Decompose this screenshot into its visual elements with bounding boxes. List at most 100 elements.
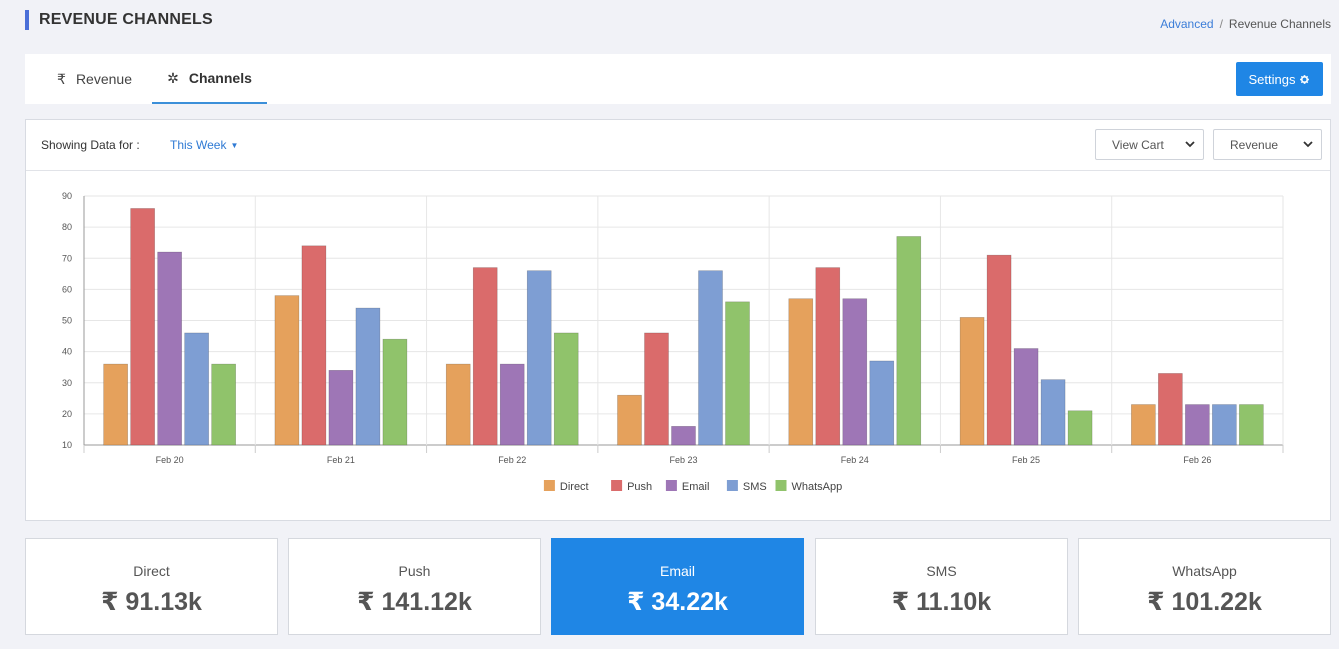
stat-value: ₹ 11.10k <box>891 588 992 616</box>
legend-label: Direct <box>560 481 589 493</box>
bar-direct <box>617 394 642 446</box>
legend-swatch <box>665 480 677 491</box>
bar-sms <box>526 270 552 446</box>
bar-direct <box>788 298 814 446</box>
page-header: REVENUE CHANNELS Advanced / Revenue Channe… <box>25 10 1331 31</box>
breadcrumb: Advanced / Revenue Channels <box>1160 17 1331 31</box>
chevron-down-icon <box>1185 141 1195 148</box>
bar-push <box>301 245 327 446</box>
period-value: This Week <box>170 138 227 152</box>
y-tick-label: 10 <box>62 440 72 450</box>
bar-push <box>644 332 669 446</box>
bar-sms <box>869 360 895 446</box>
stat-label: WhatsApp <box>1172 563 1237 579</box>
bar-direct <box>274 295 300 446</box>
metric-value: Revenue <box>1230 137 1279 152</box>
view-cart-value: View Cart <box>1112 137 1164 152</box>
settings-button[interactable]: Settings <box>1236 62 1323 96</box>
x-tick-label: Feb 26 <box>1183 455 1211 465</box>
bar-email <box>157 251 182 446</box>
x-tick-label: Feb 20 <box>156 455 184 465</box>
bar-sms <box>355 307 381 446</box>
bar-push <box>986 254 1012 446</box>
stat-card-email[interactable]: Email ₹ 34.22k <box>551 538 804 635</box>
stat-value: ₹ 91.13k <box>101 588 202 616</box>
stat-card-sms[interactable]: SMS ₹ 11.10k <box>815 538 1068 635</box>
rupee-icon: ₹ <box>57 70 66 87</box>
chevron-down-icon <box>1303 141 1313 148</box>
stat-label: Email <box>659 563 695 579</box>
bar-whatsapp <box>211 363 236 446</box>
bar-push <box>815 267 841 446</box>
bar-push <box>130 208 155 446</box>
tab-channels[interactable]: ✲ Channels <box>152 54 267 104</box>
stat-value: ₹ 34.22k <box>627 588 728 616</box>
stat-card-direct[interactable]: Direct ₹ 91.13k <box>25 538 278 635</box>
tab-bar: ₹ Revenue ✲ Channels Settings <box>25 54 1331 104</box>
y-tick-label: 60 <box>62 284 72 294</box>
bar-direct <box>103 363 128 446</box>
stat-card-push[interactable]: Push ₹ 141.12k <box>288 538 541 635</box>
gear-icon <box>1300 74 1310 84</box>
showing-data-label: Showing Data for : <box>41 138 140 152</box>
bar-email <box>1185 404 1210 446</box>
bar-sms <box>184 332 209 446</box>
bar-email <box>1013 348 1039 446</box>
bar-whatsapp <box>1239 404 1264 446</box>
legend-label: Push <box>627 481 652 493</box>
bar-whatsapp <box>725 301 750 446</box>
bar-direct <box>959 317 985 446</box>
bar-email <box>842 298 868 446</box>
tab-revenue[interactable]: ₹ Revenue <box>37 54 152 104</box>
bar-whatsapp <box>1067 410 1093 446</box>
period-dropdown[interactable]: This Week ▼ <box>170 138 238 152</box>
y-tick-label: 80 <box>62 222 72 232</box>
x-tick-label: Feb 23 <box>669 455 697 465</box>
y-tick-label: 70 <box>62 253 72 263</box>
stat-label: Push <box>398 563 431 579</box>
caret-down-icon: ▼ <box>230 141 239 151</box>
stat-card-whatsapp[interactable]: WhatsApp ₹ 101.22k <box>1078 538 1331 635</box>
legend-swatch <box>543 480 555 491</box>
y-tick-label: 90 <box>62 191 72 201</box>
breadcrumb-current: Revenue Channels <box>1228 17 1331 31</box>
page-title: REVENUE CHANNELS <box>25 10 213 30</box>
revenue-channels-chart: 10 20 30 40 50 60 70 80 90 Feb 20 Feb 21 Feb 22 Feb … <box>62 191 1284 493</box>
breadcrumb-separator: / <box>1219 17 1223 31</box>
legend-swatch <box>775 480 787 491</box>
x-tick-label: Feb 22 <box>498 455 526 465</box>
bar-push <box>1158 373 1183 446</box>
legend-label: WhatsApp <box>792 481 843 493</box>
x-tick-label: Feb 24 <box>841 455 869 465</box>
bar-email <box>328 370 354 446</box>
y-tick-label: 50 <box>62 316 72 326</box>
bar-whatsapp <box>896 236 922 446</box>
stat-label: Direct <box>133 563 170 579</box>
bar-email <box>671 426 696 446</box>
y-tick-label: 30 <box>62 378 72 388</box>
x-tick-label: Feb 25 <box>1012 455 1040 465</box>
bar-email <box>499 363 525 446</box>
stat-label: SMS <box>926 563 957 579</box>
metric-select[interactable]: Revenue <box>1213 129 1322 160</box>
bar-whatsapp <box>382 338 408 446</box>
legend-swatch <box>726 480 738 491</box>
bar-push <box>472 267 498 446</box>
bar-sms <box>1040 379 1066 446</box>
bar-sms <box>698 270 723 446</box>
y-tick-label: 40 <box>62 347 72 357</box>
stat-value: ₹ 101.22k <box>1147 588 1262 616</box>
chart-panel-header: Showing Data for : This Week ▼ View Cart … <box>26 120 1330 171</box>
chart-panel: Showing Data for : This Week ▼ View Cart … <box>25 119 1331 521</box>
bar-direct <box>1131 404 1156 446</box>
tab-revenue-label: Revenue <box>75 71 132 87</box>
legend-swatch <box>611 480 623 491</box>
bar-whatsapp <box>553 332 579 446</box>
breadcrumb-link-advanced[interactable]: Advanced <box>1160 17 1214 31</box>
bar-direct <box>445 363 471 446</box>
view-cart-select[interactable]: View Cart <box>1095 129 1204 160</box>
spinner-icon: ✲ <box>167 69 179 86</box>
tab-channels-label: Channels <box>188 70 252 86</box>
stat-value: ₹ 141.12k <box>357 588 472 616</box>
x-tick-label: Feb 21 <box>327 455 355 465</box>
